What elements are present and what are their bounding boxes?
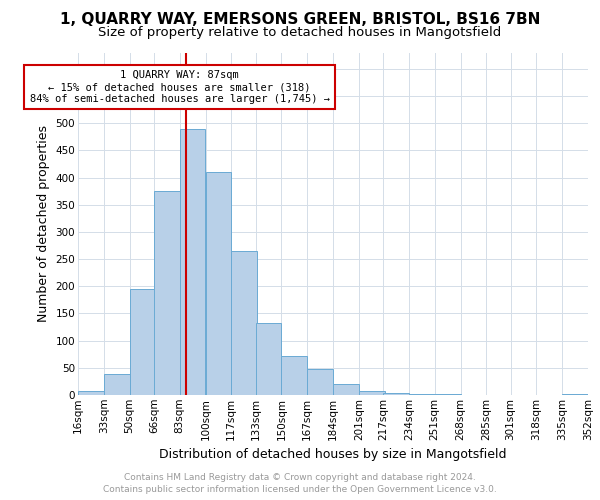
Text: Contains HM Land Registry data © Crown copyright and database right 2024.
Contai: Contains HM Land Registry data © Crown c… [103,472,497,494]
Bar [78,390,104,395]
Bar [104,374,130,395]
Bar [383,394,409,395]
Bar [307,369,333,395]
Bar [409,394,434,395]
Bar [154,191,179,395]
Bar [333,384,359,395]
Bar [256,322,281,395]
Text: 1 QUARRY WAY: 87sqm
← 15% of detached houses are smaller (318)
84% of semi-detac: 1 QUARRY WAY: 87sqm ← 15% of detached ho… [29,70,329,104]
Text: 1, QUARRY WAY, EMERSONS GREEN, BRISTOL, BS16 7BN: 1, QUARRY WAY, EMERSONS GREEN, BRISTOL, … [60,12,540,28]
Bar [562,394,588,395]
Bar [281,356,307,395]
Bar [130,289,155,395]
Text: Size of property relative to detached houses in Mangotsfield: Size of property relative to detached ho… [98,26,502,39]
Bar [205,172,232,395]
Bar [434,394,461,395]
Y-axis label: Number of detached properties: Number of detached properties [37,125,50,322]
Bar [359,390,385,395]
X-axis label: Distribution of detached houses by size in Mangotsfield: Distribution of detached houses by size … [159,448,507,461]
Bar [179,128,205,395]
Bar [232,251,257,395]
